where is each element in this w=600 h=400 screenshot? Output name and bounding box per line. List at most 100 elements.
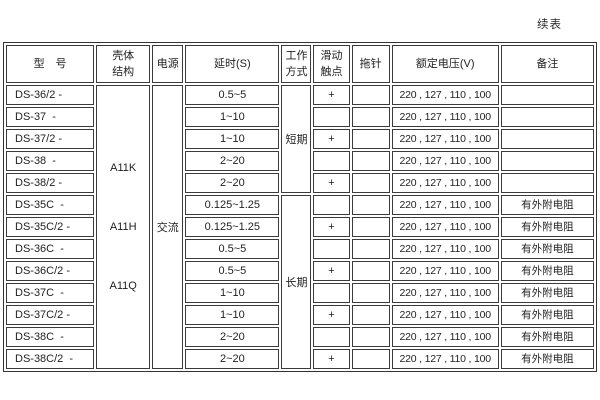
model-cell: DS-35C/2 - [6, 217, 95, 237]
delay-cell: 0.125~1.25 [185, 217, 280, 237]
voltage-cell: 220 , 127 , 110 , 100 [391, 261, 499, 281]
delay-cell: 2~20 [185, 151, 280, 171]
note-cell [500, 85, 594, 105]
model-cell: DS-38 - [6, 151, 95, 171]
model-cell: DS-37/2 - [6, 129, 95, 149]
pointer-cell [351, 305, 390, 325]
voltage-cell: 220 , 127 , 110 , 100 [391, 85, 499, 105]
table-row: DS-36C - 0.5~5 220 , 127 , 110 , 100 有外附电阻 [6, 239, 594, 259]
table-row: DS-38C/2 - 2~20 +220 , 127 , 110 , 100 有外附电… [6, 349, 594, 369]
slide-contact-cell: + [313, 217, 350, 237]
delay-cell: 0.125~1.25 [185, 195, 280, 215]
column-header-delay: 延时(S) [185, 45, 280, 83]
note-cell [500, 173, 594, 193]
model-cell: DS-37 - [6, 107, 95, 127]
slide-contact-cell: + [313, 349, 350, 369]
note-cell: 有外附电阻 [500, 305, 594, 325]
pointer-cell [351, 349, 390, 369]
table-row: DS-37C/2 - 1~10 +220 , 127 , 110 , 100 有外附电… [6, 305, 594, 325]
model-cell: DS-37C - [6, 283, 95, 303]
voltage-cell: 220 , 127 , 110 , 100 [391, 327, 499, 347]
table-row: DS-38 - 2~20 220 , 127 , 110 , 100 [6, 151, 594, 171]
delay-cell: 2~20 [185, 327, 280, 347]
shell-structure-cell: A11K A11H A11Q [96, 85, 151, 369]
pointer-cell [351, 151, 390, 171]
slide-contact-cell [313, 195, 350, 215]
slide-contact-cell [313, 239, 350, 259]
slide-contact-cell [313, 151, 350, 171]
delay-cell: 1~10 [185, 305, 280, 325]
delay-cell: 1~10 [185, 129, 280, 149]
table-row: DS-35C - 0.125~1.25 长期 220 , 127 , 110 , 10… [6, 195, 594, 369]
column-header-shell: 壳体 结构 [96, 45, 151, 83]
voltage-cell: 220 , 127 , 110 , 100 [391, 349, 499, 369]
slide-contact-cell: + [313, 305, 350, 325]
table-row: DS-35C/2 - 0.125~1.25 +220 , 127 , 110 , 1… [6, 217, 594, 237]
table-row: DS-37C - 1~10 220 , 127 , 110 , 100 有外附电阻 [6, 283, 594, 303]
slide-contact-cell [313, 107, 350, 127]
voltage-cell: 220 , 127 , 110 , 100 [391, 129, 499, 149]
slide-contact-cell [313, 327, 350, 347]
table-row: DS-36/2 - A11K A11H A11Q 交流 0.5~5 短期 +220 , 127… [6, 85, 594, 369]
delay-cell: 0.5~5 [185, 239, 280, 259]
voltage-cell: 220 , 127 , 110 , 100 [391, 217, 499, 237]
table-row: DS-38C - 2~20 220 , 127 , 110 , 100 有外附电阻 [6, 327, 594, 347]
model-cell: DS-37C/2 - [6, 305, 95, 325]
note-cell [500, 107, 594, 127]
model-cell: DS-38/2 - [6, 173, 95, 193]
voltage-cell: 220 , 127 , 110 , 100 [391, 151, 499, 171]
model-cell: DS-36/2 - [6, 85, 95, 105]
note-cell: 有外附电阻 [500, 195, 594, 215]
column-header-note: 备注 [500, 45, 594, 83]
delay-cell: 1~10 [185, 107, 280, 127]
table-row: DS-38/2 - 2~20 +220 , 127 , 110 , 100 [6, 173, 594, 193]
pointer-cell [351, 283, 390, 303]
shell-code-label: A11H [109, 220, 137, 233]
delay-cell: 1~10 [185, 283, 280, 303]
column-header-voltage: 额定电压(V) [391, 45, 499, 83]
shell-code-label: A11Q [109, 279, 137, 292]
voltage-cell: 220 , 127 , 110 , 100 [391, 283, 499, 303]
slide-contact-cell [313, 283, 350, 303]
header-row: 型 号 壳体 结构 电源 延时(S) 工作 方式 滑动 触点 拖针 额定电压(V… [6, 45, 594, 83]
slide-contact-cell: + [313, 261, 350, 281]
note-cell: 有外附电阻 [500, 239, 594, 259]
model-cell: DS-35C - [6, 195, 95, 215]
pointer-cell [351, 107, 390, 127]
pointer-cell [351, 261, 390, 281]
delay-cell: 0.5~5 [185, 261, 280, 281]
column-header-model: 型 号 [6, 45, 95, 83]
note-cell [500, 129, 594, 149]
pointer-cell [351, 195, 390, 215]
note-cell: 有外附电阻 [500, 217, 594, 237]
work-mode-cell: 短期 [281, 85, 312, 193]
continued-table-label: 续表 [537, 19, 562, 31]
delay-cell: 0.5~5 [185, 85, 280, 105]
table-row: DS-36C/2 - 0.5~5 +220 , 127 , 110 , 100 有外附… [6, 261, 594, 281]
shell-code-label: A11K [110, 161, 137, 174]
column-header-power: 电源 [152, 45, 184, 83]
model-cell: DS-38C/2 - [6, 349, 95, 369]
model-cell: DS-38C - [6, 327, 95, 347]
pointer-cell [351, 327, 390, 347]
model-cell: DS-36C/2 - [6, 261, 95, 281]
work-mode-cell: 长期 [281, 195, 312, 369]
voltage-cell: 220 , 127 , 110 , 100 [391, 239, 499, 259]
voltage-cell: 220 , 127 , 110 , 100 [391, 195, 499, 215]
note-cell: 有外附电阻 [500, 349, 594, 369]
slide-contact-cell: + [313, 85, 350, 105]
table-row: DS-37 - 1~10 220 , 127 , 110 , 100 [6, 107, 594, 127]
note-cell: 有外附电阻 [500, 327, 594, 347]
voltage-cell: 220 , 127 , 110 , 100 [391, 305, 499, 325]
delay-cell: 2~20 [185, 173, 280, 193]
model-cell: DS-36C - [6, 239, 95, 259]
delay-cell: 2~20 [185, 349, 280, 369]
column-header-pointer: 拖针 [351, 45, 390, 83]
note-cell: 有外附电阻 [500, 283, 594, 303]
voltage-cell: 220 , 127 , 110 , 100 [391, 107, 499, 127]
note-cell: 有外附电阻 [500, 261, 594, 281]
slide-contact-cell: + [313, 173, 350, 193]
table-row: DS-37/2 - 1~10 +220 , 127 , 110 , 100 [6, 129, 594, 149]
pointer-cell [351, 85, 390, 105]
